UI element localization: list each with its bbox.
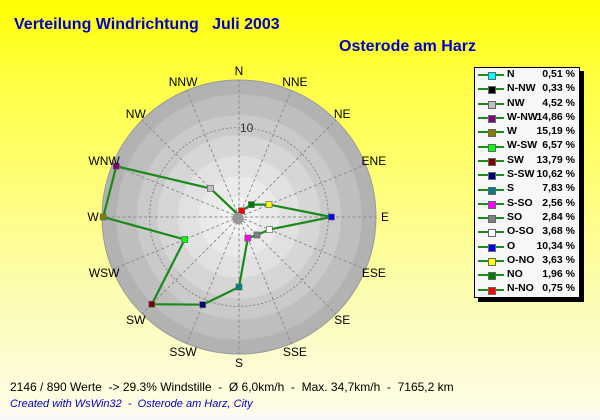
svg-text:W: W — [87, 210, 99, 224]
svg-text:NE: NE — [334, 107, 351, 121]
svg-text:SE: SE — [334, 313, 350, 327]
svg-text:S: S — [235, 356, 243, 370]
svg-text:N: N — [235, 64, 244, 78]
svg-text:ENE: ENE — [362, 154, 387, 168]
svg-text:SSW: SSW — [169, 345, 197, 359]
svg-text:SSE: SSE — [283, 345, 307, 359]
svg-text:NNW: NNW — [169, 75, 198, 89]
svg-text:WNW: WNW — [88, 154, 120, 168]
svg-text:10: 10 — [240, 121, 254, 135]
svg-text:ESE: ESE — [362, 266, 386, 280]
svg-text:WSW: WSW — [89, 266, 120, 280]
svg-text:NW: NW — [126, 107, 147, 121]
svg-text:SW: SW — [126, 313, 146, 327]
svg-text:NNE: NNE — [282, 75, 307, 89]
svg-text:E: E — [381, 210, 389, 224]
